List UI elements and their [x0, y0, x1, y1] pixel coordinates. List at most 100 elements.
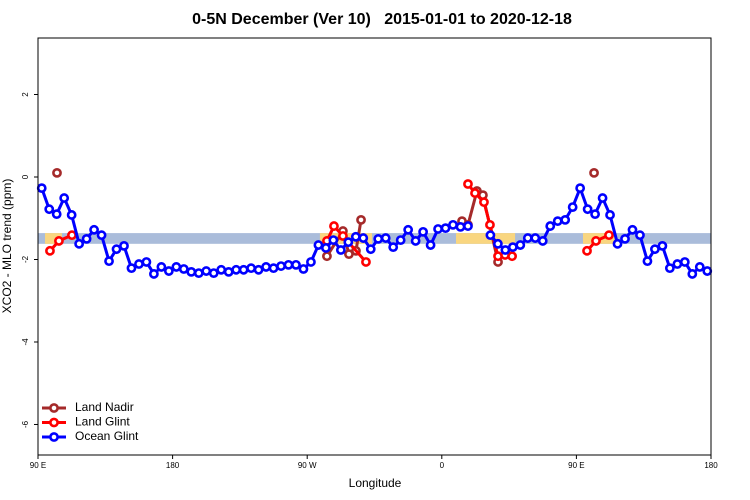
data-point [463, 179, 473, 189]
band [456, 233, 516, 244]
data-point [276, 261, 286, 271]
data-point [582, 204, 593, 215]
data-point [361, 257, 371, 267]
data-point [329, 221, 339, 231]
data-point [238, 264, 249, 275]
data-point [395, 235, 406, 246]
legend-label: Ocean Glint [75, 429, 139, 443]
data-point [403, 224, 414, 235]
data-point [208, 268, 219, 279]
data-point [111, 244, 122, 255]
data-point [268, 263, 279, 274]
data-point [575, 183, 586, 194]
data-point [59, 193, 70, 203]
data-point [338, 231, 348, 241]
x-tick-label: 90 E [568, 461, 584, 470]
data-point [687, 269, 698, 279]
data-point [283, 259, 294, 270]
data-point [178, 264, 189, 274]
data-point [702, 266, 713, 276]
data-point [126, 263, 137, 274]
data-point [66, 210, 77, 220]
data-point [201, 266, 212, 276]
legend-marker [49, 403, 59, 413]
data-point [537, 236, 548, 246]
data-point [590, 209, 600, 220]
data-point [134, 259, 144, 269]
data-point [193, 268, 204, 279]
legend-marker [49, 417, 59, 428]
data-point [51, 209, 62, 220]
data-point [156, 262, 167, 272]
legend-label: Land Glint [75, 415, 130, 429]
data-point [171, 262, 182, 272]
y-axis-label: XCO2 - MLO trend (ppm) [0, 179, 14, 314]
data-point [530, 233, 541, 243]
data-point [36, 183, 47, 194]
data-point [410, 236, 421, 246]
data-point [119, 240, 129, 251]
data-point [479, 197, 489, 208]
x-tick-label: 180 [704, 461, 718, 470]
plot-box [37, 37, 712, 456]
data-point [470, 188, 480, 198]
legend-label: Land Nadir [75, 400, 134, 414]
data-point [448, 219, 458, 230]
data-point [223, 266, 234, 277]
data-point [388, 242, 399, 253]
data-point [591, 236, 601, 246]
data-point [507, 242, 518, 253]
data-point [52, 167, 62, 178]
data-point [657, 240, 668, 251]
data-point [440, 223, 451, 234]
data-point [425, 240, 436, 250]
y-tick-label: -2 [21, 255, 30, 263]
data-point [492, 238, 503, 249]
x-axis-label: Longitude [349, 476, 402, 490]
data-point [141, 257, 152, 267]
data-point [552, 216, 563, 227]
data-point [627, 224, 638, 235]
data-point [291, 259, 301, 270]
data-point [582, 245, 592, 256]
data-point [560, 214, 571, 225]
data-point [620, 233, 630, 244]
data-point [74, 238, 85, 249]
data-point [485, 230, 496, 241]
data-point [485, 219, 495, 230]
data-point [96, 230, 107, 241]
data-point [81, 233, 92, 244]
legend-marker [49, 432, 59, 442]
y-tick-label: -6 [21, 420, 30, 428]
data-point [44, 204, 55, 215]
x-tick-label: 90 W [298, 461, 317, 470]
data-point [605, 210, 615, 220]
data-point [328, 235, 339, 246]
data-point [433, 224, 443, 234]
data-point [104, 256, 114, 267]
data-point [604, 230, 614, 241]
data-point [322, 251, 332, 262]
data-point [597, 193, 608, 203]
data-point [463, 221, 473, 231]
data-point [231, 264, 242, 275]
data-point [365, 244, 376, 255]
data-point [298, 264, 309, 274]
y-tick-label: -4 [21, 338, 30, 346]
data-point [320, 243, 331, 253]
data-point [67, 230, 77, 241]
data-point [313, 240, 324, 250]
data-point [642, 256, 653, 267]
data-point [455, 222, 466, 232]
chart-title: 0-5N December (Ver 10) 2015-01-01 to 202… [192, 11, 572, 28]
data-point [54, 236, 64, 246]
data-point [335, 245, 346, 255]
data-point [356, 214, 366, 225]
data-point [186, 266, 197, 277]
data-point [567, 202, 578, 213]
x-tick-label: 90 E [30, 461, 46, 470]
data-point [149, 269, 159, 279]
data-point [635, 230, 645, 241]
